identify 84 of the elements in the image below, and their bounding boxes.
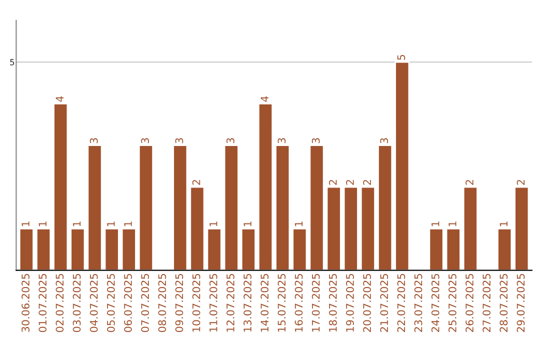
data-label: 1 [500,222,508,226]
bar [36,228,52,270]
x-tick-label: 10.07.2025 [192,274,200,332]
data-label: 1 [124,222,132,226]
data-label: 1 [72,222,81,226]
bar [428,228,444,270]
data-label: 1 [244,222,252,226]
x-tick-label: 24.07.2025 [431,274,440,332]
x-tick-label: 29.07.2025 [516,274,525,332]
bar [87,144,102,270]
data-label: 3 [175,138,184,144]
x-tick-label: 16.07.2025 [294,274,303,332]
data-label: 1 [210,222,218,226]
bar [53,103,68,270]
x-tick-label: 01.07.2025 [38,274,47,332]
data-label: 3 [141,138,149,144]
bar [394,61,410,270]
bar [360,186,376,270]
bar [343,186,358,270]
x-tick-label: 17.07.2025 [312,274,320,332]
x-tick-label: 03.07.2025 [72,274,81,332]
data-label: 1 [38,222,46,226]
x-tick-label: 19.07.2025 [346,274,354,332]
bar [292,228,308,270]
x-tick-label: 14.07.2025 [260,274,269,332]
bar [309,144,324,270]
bar [206,228,222,270]
data-label: 3 [226,138,234,144]
x-tick-label: 23.07.2025 [414,274,422,332]
bar [190,186,205,270]
x-tick-label: 02.07.2025 [56,274,64,332]
x-tick-label: 04.07.2025 [90,274,98,332]
x-tick-label: 05.07.2025 [106,274,115,332]
bar [258,103,274,270]
data-label: 1 [448,222,456,226]
data-label: 4 [260,96,268,102]
bar [121,228,136,270]
x-tick-label: 22.07.2025 [397,274,406,332]
bar [446,228,461,270]
data-label: 4 [56,96,64,102]
data-label: 1 [432,222,440,226]
bar [138,144,154,270]
data-label: 3 [90,138,98,144]
bar [378,144,393,270]
data-label: 2 [363,180,371,185]
x-tick-label: 18.07.2025 [328,274,337,332]
x-tick-label: 20.07.2025 [363,274,371,332]
bar [224,144,239,270]
data-label: 2 [328,180,337,185]
x-tick-label: 13.07.2025 [244,274,252,332]
bar [275,144,290,270]
data-label: 3 [380,138,388,144]
data-label: 2 [346,180,354,185]
x-tick-label: 09.07.2025 [175,274,184,332]
bar [514,186,530,270]
x-tick-label: 25.07.2025 [448,274,456,332]
x-tick-label: 27.07.2025 [482,274,491,332]
data-label: 3 [312,138,320,144]
data-label: 2 [516,180,525,185]
bar [240,228,256,270]
x-tick-label: 11.07.2025 [209,274,218,332]
x-tick-label: 26.07.2025 [466,274,474,332]
x-tick-label: 07.07.2025 [141,274,149,332]
data-label: 2 [192,180,200,185]
data-label: 2 [466,180,474,185]
x-tick-label: 15.07.2025 [278,274,286,332]
data-label: 3 [278,138,286,144]
bar [70,228,86,270]
bar [104,228,120,270]
data-label: 1 [22,222,30,226]
data-label: 5 [397,54,406,60]
bar [462,186,478,270]
bar [497,228,512,270]
x-tick-label: 30.06.2025 [22,274,30,332]
x-tick-label: 12.07.2025 [226,274,234,332]
data-label: 1 [294,222,303,226]
bar [326,186,342,270]
x-tick-label: 08.07.2025 [158,274,166,332]
x-tick-label: 06.07.2025 [124,274,132,332]
x-tick-label: 28.07.2025 [500,274,508,332]
bar [18,228,34,270]
x-tick-label: 21.07.2025 [380,274,388,332]
bar [172,144,188,270]
data-label: 1 [107,222,115,226]
